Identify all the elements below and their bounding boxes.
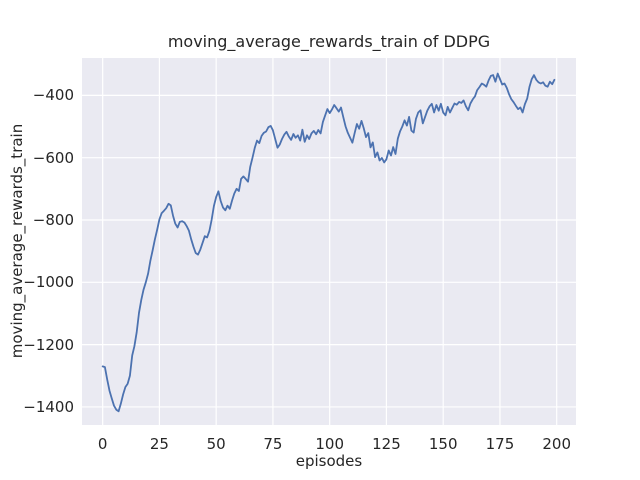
x-tick-label: 200 [542, 435, 572, 453]
line-chart-svg [82, 58, 576, 425]
data-line [101, 72, 556, 413]
x-tick-label: 75 [263, 435, 283, 453]
y-tick-label: −1400 [23, 397, 74, 416]
x-tick-label: 50 [206, 435, 226, 453]
x-tick-label: 100 [315, 435, 344, 453]
x-tick-label: 125 [372, 435, 401, 453]
y-axis-label: moving_average_rewards_train [8, 123, 26, 359]
x-tick-label: 0 [97, 435, 108, 453]
x-tick-label: 150 [428, 435, 458, 453]
x-tick-label: 175 [485, 435, 515, 453]
y-tick-label: −400 [32, 86, 74, 105]
x-axis-label: episodes [295, 452, 363, 470]
plot-area [82, 58, 576, 425]
chart-title: moving_average_rewards_train of DDPG [167, 32, 491, 51]
x-tick-label: 25 [149, 435, 169, 453]
